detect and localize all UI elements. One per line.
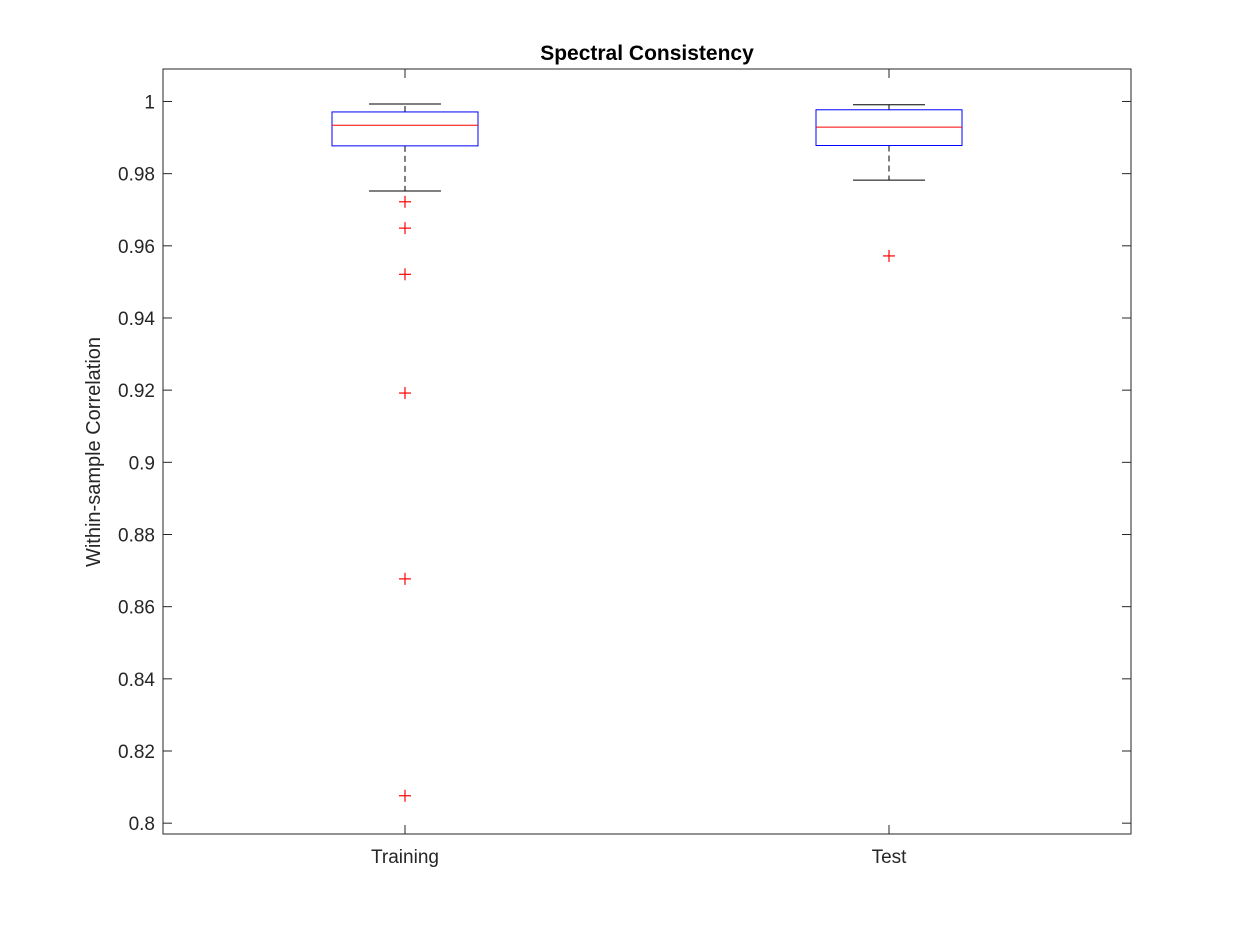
x-axis-ticks: Training Test bbox=[371, 69, 907, 868]
outlier-marker bbox=[399, 387, 411, 400]
box-series bbox=[331, 103, 963, 802]
box-test bbox=[815, 104, 963, 262]
y-tick-label: 0.86 bbox=[118, 598, 155, 619]
axes-frame bbox=[162, 68, 1132, 835]
y-tick-label: 0.8 bbox=[129, 814, 155, 835]
outlier-marker bbox=[399, 572, 411, 585]
y-tick-label: 0.96 bbox=[118, 237, 155, 258]
axes-box bbox=[162, 68, 1132, 835]
y-tick-label: 0.9 bbox=[129, 453, 155, 474]
x-tick-label: Test bbox=[872, 847, 908, 868]
y-axis-label: Within-sample Correlation bbox=[83, 337, 105, 567]
chart-title: Spectral Consistency bbox=[540, 42, 754, 65]
iqr-box bbox=[331, 111, 479, 147]
iqr-box bbox=[815, 109, 963, 146]
outlier-marker bbox=[399, 195, 411, 208]
y-tick-label: 0.94 bbox=[118, 309, 155, 330]
outlier-marker bbox=[399, 222, 411, 235]
y-tick-label: 0.98 bbox=[118, 165, 155, 186]
outlier-marker bbox=[883, 249, 895, 262]
y-tick-label: 0.84 bbox=[118, 670, 155, 691]
y-tick-label: 0.82 bbox=[118, 742, 155, 763]
y-tick-label: 0.92 bbox=[118, 381, 155, 402]
y-tick-label: 1 bbox=[144, 92, 155, 113]
outlier-marker bbox=[399, 789, 411, 802]
outlier-marker bbox=[399, 268, 411, 281]
y-tick-label: 0.88 bbox=[118, 525, 155, 546]
y-axis-ticks: 0.8 0.82 0.84 0.86 0.88 0.9 0.92 0.94 0.96 0.98 1 bbox=[118, 92, 1131, 835]
x-tick-label: Training bbox=[371, 847, 439, 868]
box-training bbox=[331, 103, 479, 802]
